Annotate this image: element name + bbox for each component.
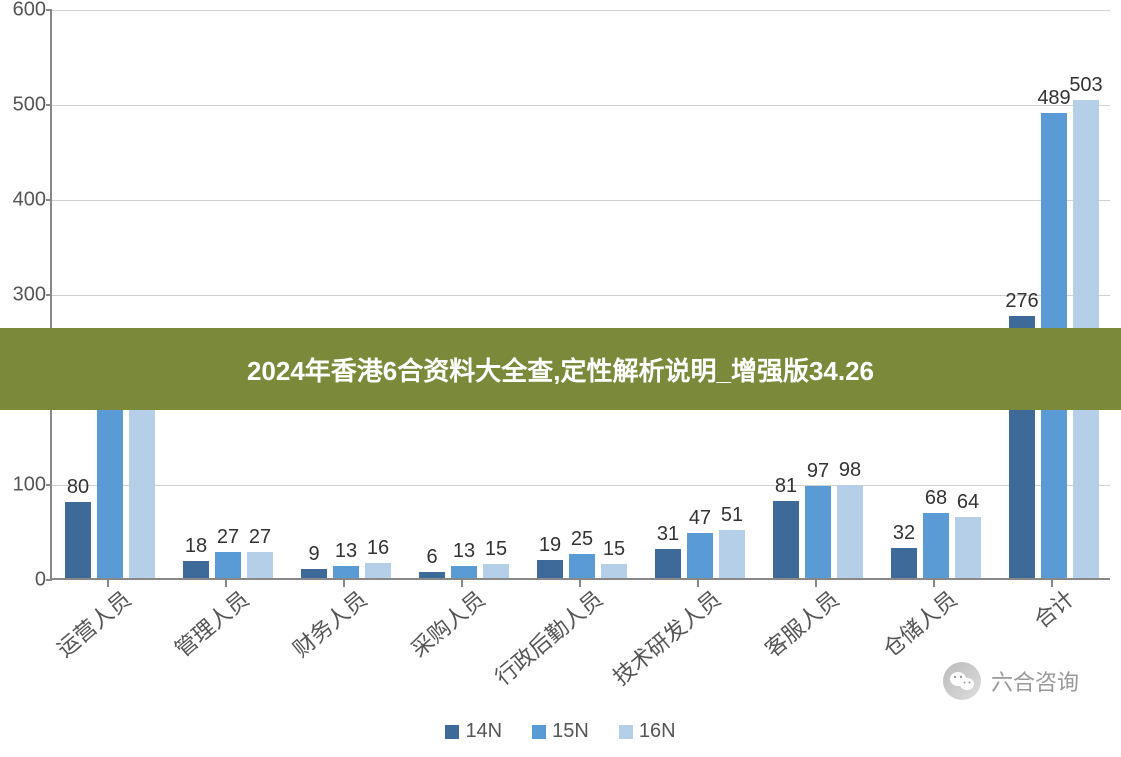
bar [215,552,241,578]
x-tick-mark [697,580,699,587]
bar-value-label: 16 [367,537,389,560]
x-category-label: 运营人员 [49,582,137,663]
bar [451,566,477,578]
legend-label: 14N [465,720,502,743]
x-category-label: 财务人员 [285,582,373,663]
y-tick-label: 500 [0,94,46,117]
bar-value-label: 19 [539,534,561,557]
bar [891,548,917,578]
x-tick-mark [579,580,581,587]
chart-container: 0100200300400500600 80199217182727913166… [0,0,1121,757]
x-tick-mark [343,580,345,587]
x-category-label: 行政后勤人员 [487,582,609,691]
bar [837,485,863,578]
legend-label: 16N [639,720,676,743]
legend-item: 16N [619,720,676,743]
x-category-label: 合计 [1026,582,1080,635]
x-tick-mark [225,580,227,587]
x-category-label: 采购人员 [403,582,491,663]
bar [65,502,91,578]
bar-value-label: 68 [925,487,947,510]
watermark: 六合咨询 [943,662,1079,700]
bar [333,566,359,578]
y-tick-label: 300 [0,284,46,307]
bar-value-label: 80 [67,476,89,499]
bar [687,533,713,578]
gridline [52,200,1110,201]
bar [955,517,981,578]
bar-value-label: 15 [603,538,625,561]
y-tick-label: 100 [0,474,46,497]
bar-value-label: 27 [249,526,271,549]
bar-value-label: 6 [426,546,437,569]
y-tick-label: 600 [0,0,46,22]
bar-value-label: 25 [571,528,593,551]
bar [923,513,949,578]
bar-value-label: 51 [721,504,743,527]
x-tick-mark [933,580,935,587]
bar [655,549,681,578]
bar-value-label: 18 [185,535,207,558]
bar [97,389,123,578]
bar [569,554,595,578]
bar-value-label: 13 [453,540,475,563]
bar-value-label: 503 [1069,74,1102,97]
bar [601,564,627,578]
bar-value-label: 489 [1037,87,1070,110]
bar-value-label: 27 [217,526,239,549]
y-tick-label: 400 [0,189,46,212]
bar-value-label: 31 [657,523,679,546]
bar [365,563,391,578]
bar [773,501,799,578]
bar-value-label: 13 [335,540,357,563]
bar [301,569,327,578]
gridline [52,295,1110,296]
x-category-label: 客服人员 [757,582,845,663]
watermark-text: 六合咨询 [991,665,1079,697]
bar-value-label: 9 [308,543,319,566]
overlay-banner: 2024年香港6合资料大全查,定性解析说明_增强版34.26 [0,328,1121,410]
legend-item: 14N [445,720,502,743]
overlay-text: 2024年香港6合资料大全查,定性解析说明_增强版34.26 [247,351,874,388]
bar [419,572,445,578]
bar-value-label: 47 [689,507,711,530]
bar-value-label: 98 [839,459,861,482]
bar-value-label: 15 [485,538,507,561]
legend-label: 15N [552,720,589,743]
legend-item: 15N [532,720,589,743]
gridline [52,105,1110,106]
bar-value-label: 97 [807,460,829,483]
bar [247,552,273,578]
plot-area: 8019921718272791316613151925153147518197… [50,10,1110,580]
x-tick-mark [461,580,463,587]
legend-swatch [532,725,546,739]
legend: 14N 15N 16N [0,720,1121,743]
bar [183,561,209,578]
x-category-label: 仓储人员 [875,582,963,663]
legend-swatch [619,725,633,739]
bar-value-label: 64 [957,491,979,514]
y-tick-label: 0 [0,569,46,592]
x-tick-mark [107,580,109,587]
gridline [52,10,1110,11]
gridline [52,485,1110,486]
bar-value-label: 32 [893,522,915,545]
bar [483,564,509,578]
x-category-label: 管理人员 [167,582,255,663]
x-tick-mark [815,580,817,587]
legend-swatch [445,725,459,739]
wechat-icon [943,662,981,700]
bar [537,560,563,578]
x-category-label: 技术研发人员 [605,582,727,691]
bar-value-label: 81 [775,475,797,498]
bar [719,530,745,578]
bar-value-label: 276 [1005,290,1038,313]
bar [805,486,831,578]
